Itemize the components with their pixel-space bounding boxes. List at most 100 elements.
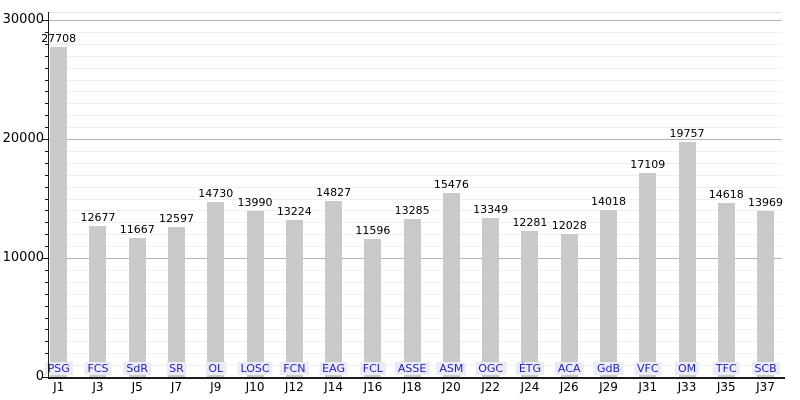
minor-gridline (49, 210, 782, 212)
bar (560, 233, 578, 377)
club-label: ÉTG (515, 362, 545, 375)
minor-tick (45, 222, 49, 224)
major-tick (42, 139, 49, 140)
club-label: SCB (751, 362, 780, 375)
bar (442, 192, 460, 377)
x-axis-tick-label: J10 (245, 380, 265, 394)
x-axis-tick-label: J5 (131, 380, 143, 394)
bar-value-label: 14730 (198, 186, 234, 200)
minor-gridline (49, 186, 782, 188)
major-tick (42, 377, 49, 378)
x-axis-tick-label: J35 (716, 380, 736, 394)
x-axis-tick-label: J24 (520, 380, 540, 394)
minor-tick (45, 186, 49, 188)
major-gridline (49, 139, 782, 140)
minor-gridline (49, 91, 782, 93)
minor-tick (45, 317, 49, 319)
bar-value-label: 17109 (630, 158, 666, 172)
x-axis-tick-label: J7 (170, 380, 183, 394)
minor-tick (45, 55, 49, 57)
bar-value-label: 13224 (276, 204, 312, 218)
x-axis-tick-label: J18 (402, 380, 422, 394)
minor-tick (45, 269, 49, 271)
y-axis-tick-label: 0 (35, 369, 44, 384)
club-label: ACA (554, 362, 584, 375)
bar (246, 210, 264, 377)
bar (168, 227, 185, 377)
bar (285, 219, 303, 377)
minor-gridline (49, 174, 782, 176)
minor-tick (45, 174, 49, 176)
y-axis-tick-label: 10000 (2, 250, 44, 265)
minor-tick (45, 210, 49, 212)
club-label: PSG (44, 362, 73, 375)
minor-tick (45, 127, 49, 129)
x-axis-tick-label: J16 (363, 380, 383, 394)
minor-tick (45, 31, 49, 33)
bar (678, 141, 696, 377)
y-axis-tick-label: 30000 (2, 12, 44, 27)
minor-gridline (49, 103, 782, 105)
club-label: ASSE (394, 362, 430, 375)
minor-tick (45, 43, 49, 45)
minor-tick (45, 115, 49, 117)
major-tick (42, 258, 49, 259)
x-axis-tick-label: J1 (53, 380, 65, 394)
club-label: FCS (84, 362, 112, 375)
minor-gridline (49, 150, 782, 152)
club-label: OGC (475, 362, 507, 375)
bar-value-label: 14827 (316, 185, 352, 199)
bar (364, 239, 382, 377)
major-gridline (49, 20, 782, 21)
bar-value-label: 13969 (748, 195, 784, 209)
x-axis-tick-label: J14 (324, 380, 343, 394)
plot-top-border (49, 12, 782, 13)
minor-tick (45, 281, 49, 283)
minor-tick (45, 67, 49, 69)
bar (599, 210, 617, 377)
bar (482, 218, 500, 377)
minor-gridline (49, 198, 782, 200)
y-axis (47, 12, 49, 379)
y-axis-tick-label: 20000 (2, 131, 44, 146)
x-axis-tick-label: J9 (210, 380, 222, 394)
club-label: TFC (712, 362, 740, 375)
bar-value-label: 14618 (708, 188, 744, 202)
x-axis-tick-label: J20 (441, 380, 461, 394)
minor-tick (45, 234, 49, 236)
bar (325, 200, 343, 377)
minor-tick (45, 162, 49, 164)
club-label: FCN (280, 362, 309, 375)
bar-value-label: 13349 (473, 203, 509, 217)
bar-value-label: 12281 (512, 215, 548, 229)
x-axis (47, 377, 785, 379)
minor-gridline (49, 127, 782, 129)
minor-gridline (49, 79, 782, 81)
bar-value-label: 14018 (590, 195, 626, 209)
club-label: EAG (319, 362, 348, 375)
club-label: GdB (593, 362, 623, 375)
bar-value-label: 13990 (237, 195, 273, 209)
bar (207, 201, 225, 377)
minor-gridline (49, 55, 782, 57)
club-label: SdR (123, 362, 152, 375)
bar-value-label: 19757 (669, 126, 705, 140)
club-label: OM (674, 362, 700, 375)
minor-gridline (49, 67, 782, 69)
minor-tick (45, 353, 49, 355)
minor-tick (45, 341, 49, 343)
bar (757, 210, 775, 377)
bar (521, 230, 539, 377)
minor-tick (45, 198, 49, 200)
bar (128, 238, 146, 377)
x-axis-tick-label: J29 (599, 380, 618, 394)
x-axis-tick-label: J26 (559, 380, 579, 394)
bar (89, 226, 107, 377)
minor-gridline (49, 115, 782, 117)
bar-value-label: 11596 (355, 224, 391, 237)
club-label: FCL (359, 362, 386, 375)
bar-value-label: 11667 (119, 223, 155, 237)
club-label: SR (166, 362, 187, 375)
bar-value-label: 15476 (433, 177, 469, 191)
